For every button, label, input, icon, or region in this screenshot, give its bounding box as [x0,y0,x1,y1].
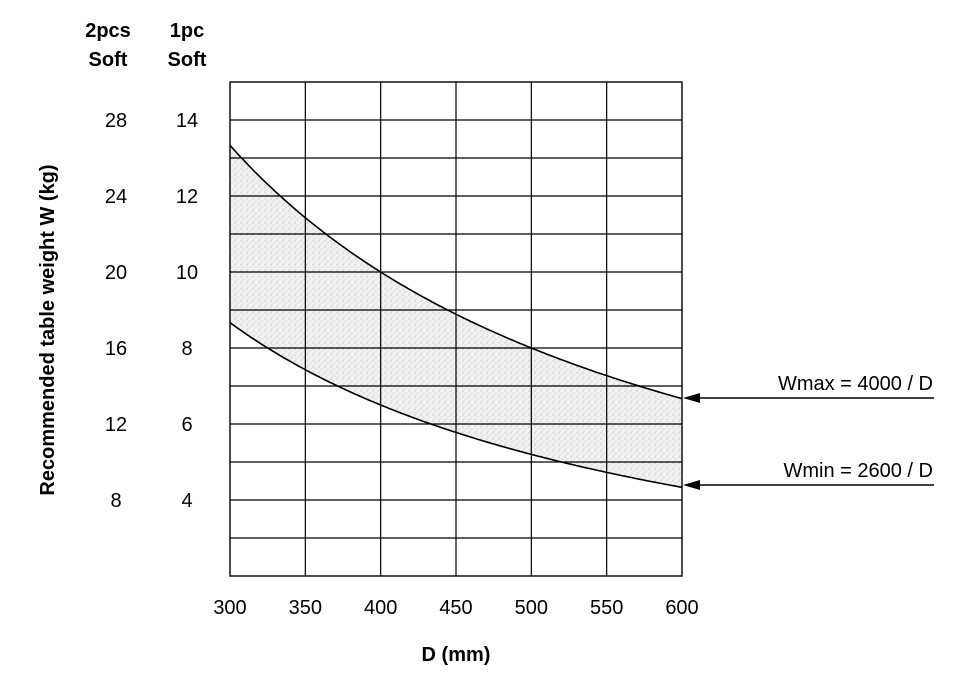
x-tick-label: 350 [289,597,322,619]
y-tick-label-1pc: 12 [176,186,198,208]
x-tick-label: 400 [364,597,397,619]
y-ticks-2pcs: 28 24 20 16 12 8 [105,110,127,512]
y-tick-label-2pcs: 16 [105,338,127,360]
x-tick-label: 500 [515,597,548,619]
scale-2pcs-header-line2: Soft [89,49,128,71]
y-tick-label-1pc: 6 [181,414,192,436]
y-ticks-1pc: 14 12 10 8 6 4 [176,110,198,512]
x-tick-label: 450 [439,597,472,619]
wmin-arrowhead [683,480,700,490]
y-tick-label-2pcs: 12 [105,414,127,436]
y-tick-label-1pc: 4 [181,490,192,512]
scale-1pc-header-line1: 1pc [170,20,204,42]
annotations: Wmax = 4000 / D Wmin = 2600 / D [683,373,934,490]
y-axis-title: Recommended table weight W (kg) [37,164,59,495]
scale-2pcs-header-line1: 2pcs [85,20,131,42]
y-tick-label-1pc: 14 [176,110,198,132]
x-tick-label: 600 [665,597,698,619]
scale-1pc-header-line2: Soft [168,49,207,71]
wmin-label: Wmin = 2600 / D [783,460,933,482]
y-tick-label-2pcs: 8 [110,490,121,512]
x-ticks: 300 350 400 450 500 550 600 [213,597,698,619]
y-tick-label-1pc: 10 [176,262,198,284]
y-tick-label-2pcs: 20 [105,262,127,284]
y-tick-label-2pcs: 24 [105,186,127,208]
x-axis-title: D (mm) [422,644,491,666]
x-tick-label: 550 [590,597,623,619]
wmax-label: Wmax = 4000 / D [778,373,933,395]
y-tick-label-1pc: 8 [181,338,192,360]
wmax-arrowhead [683,393,700,403]
y-tick-label-2pcs: 28 [105,110,127,132]
x-tick-label: 300 [213,597,246,619]
